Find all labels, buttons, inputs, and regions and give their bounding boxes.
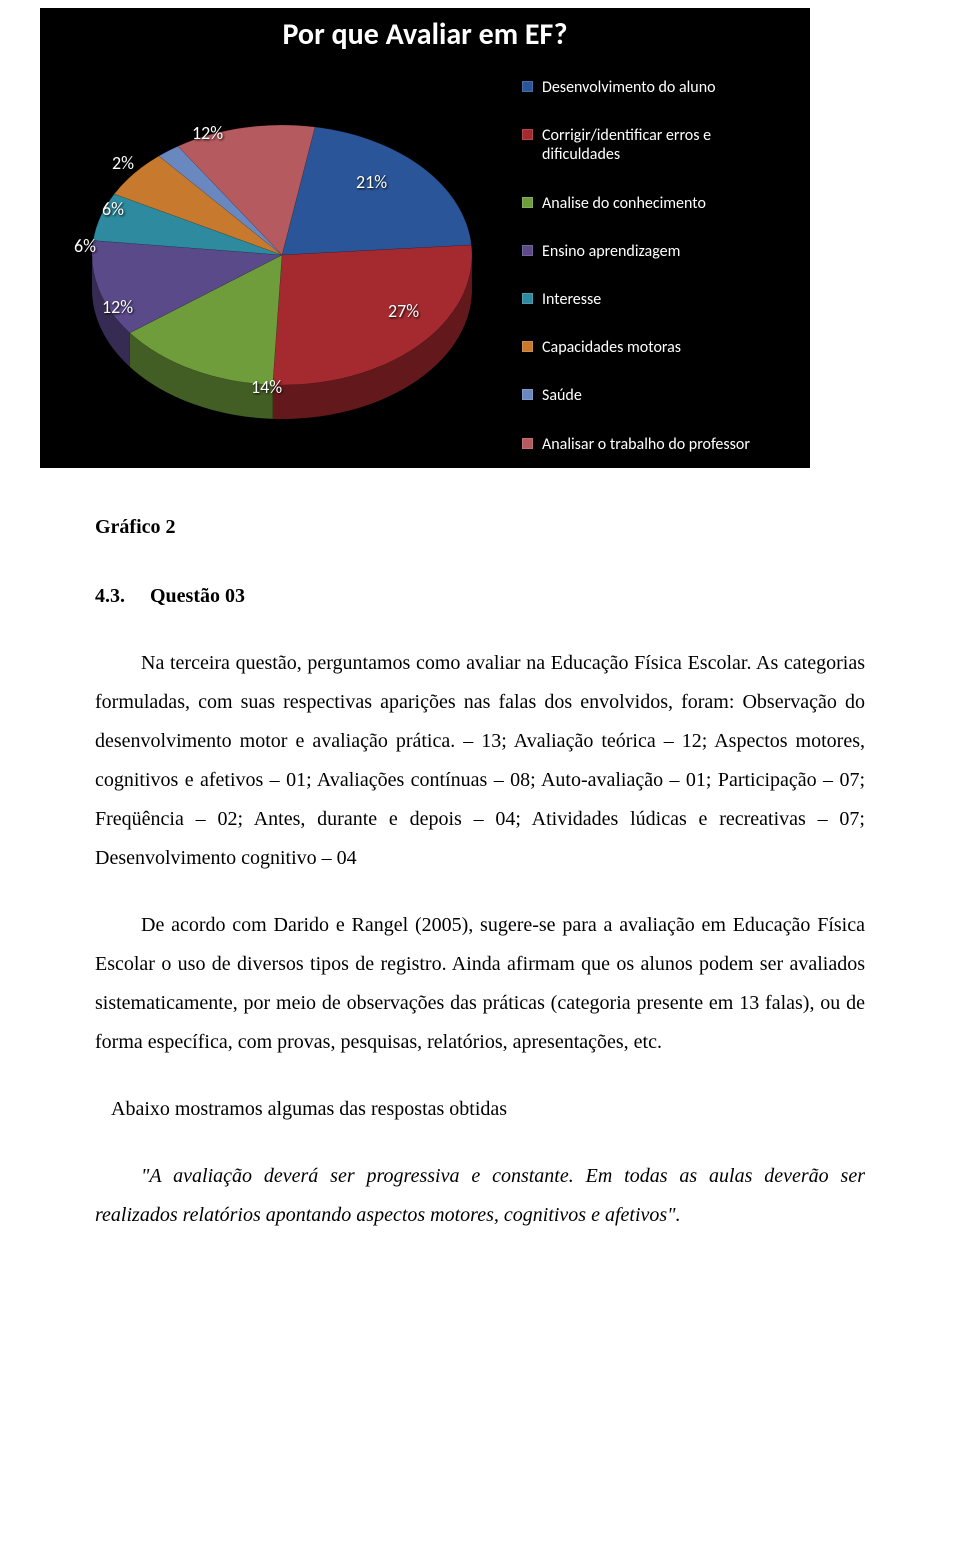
legend-marker [522, 81, 533, 92]
legend-item: Interesse [522, 290, 792, 309]
pie-percent-label: 14% [251, 376, 282, 398]
pie-percent-label: 27% [388, 300, 419, 322]
paragraph-1: Na terceira questão, perguntamos como av… [95, 644, 865, 878]
legend-marker [522, 129, 533, 140]
legend-label: Ensino aprendizagem [542, 242, 680, 261]
legend-marker [522, 245, 533, 256]
quote: "A avaliação deverá ser progressiva e co… [95, 1157, 865, 1235]
legend-marker [522, 341, 533, 352]
pie-percent-label: 12% [102, 296, 133, 318]
legend-label: Analisar o trabalho do professor [542, 435, 750, 454]
pie-percent-label: 6% [102, 198, 124, 220]
pie-percent-label: 21% [356, 171, 387, 193]
paragraph-3: Abaixo mostramos algumas das respostas o… [95, 1090, 865, 1129]
chart-legend: Desenvolvimento do aluno Corrigir/identif… [522, 78, 792, 454]
legend-marker [522, 438, 533, 449]
legend-marker [522, 389, 533, 400]
legend-item: Capacidades motoras [522, 338, 792, 357]
pie-slice [273, 245, 472, 385]
legend-label: Capacidades motoras [542, 338, 681, 357]
chart-title: Por que Avaliar em EF? [40, 8, 810, 53]
legend-marker [522, 197, 533, 208]
pie-chart-container: Por que Avaliar em EF? 21%27%14%12%6%6%2… [40, 8, 810, 468]
legend-label: Corrigir/identificar erros e dificuldade… [542, 126, 792, 164]
paragraph-2: De acordo com Darido e Rangel (2005), su… [95, 906, 865, 1062]
legend-item: Analise do conhecimento [522, 194, 792, 213]
pie-area: 21% 27% 14% 12% 6% 6% 2% 12% [52, 70, 492, 450]
legend-item: Analisar o trabalho do professor [522, 435, 792, 454]
legend-marker [522, 293, 533, 304]
legend-label: Desenvolvimento do aluno [542, 78, 716, 97]
legend-label: Saúde [542, 386, 582, 405]
document-body: Gráfico 2 4.3. Questão 03 Na terceira qu… [0, 468, 960, 1255]
pie-percent-label: 12% [192, 122, 223, 144]
figure-caption: Gráfico 2 [95, 508, 865, 547]
section-heading: 4.3. Questão 03 [95, 577, 865, 616]
legend-item: Corrigir/identificar erros e dificuldade… [522, 126, 792, 164]
pie-percent-label: 2% [112, 152, 134, 174]
legend-item: Saúde [522, 386, 792, 405]
section-title: Questão 03 [150, 585, 245, 607]
legend-label: Interesse [542, 290, 601, 309]
pie-percent-label: 6% [74, 235, 96, 257]
section-number: 4.3. [95, 585, 125, 607]
legend-label: Analise do conhecimento [542, 194, 706, 213]
legend-item: Ensino aprendizagem [522, 242, 792, 261]
legend-item: Desenvolvimento do aluno [522, 78, 792, 97]
